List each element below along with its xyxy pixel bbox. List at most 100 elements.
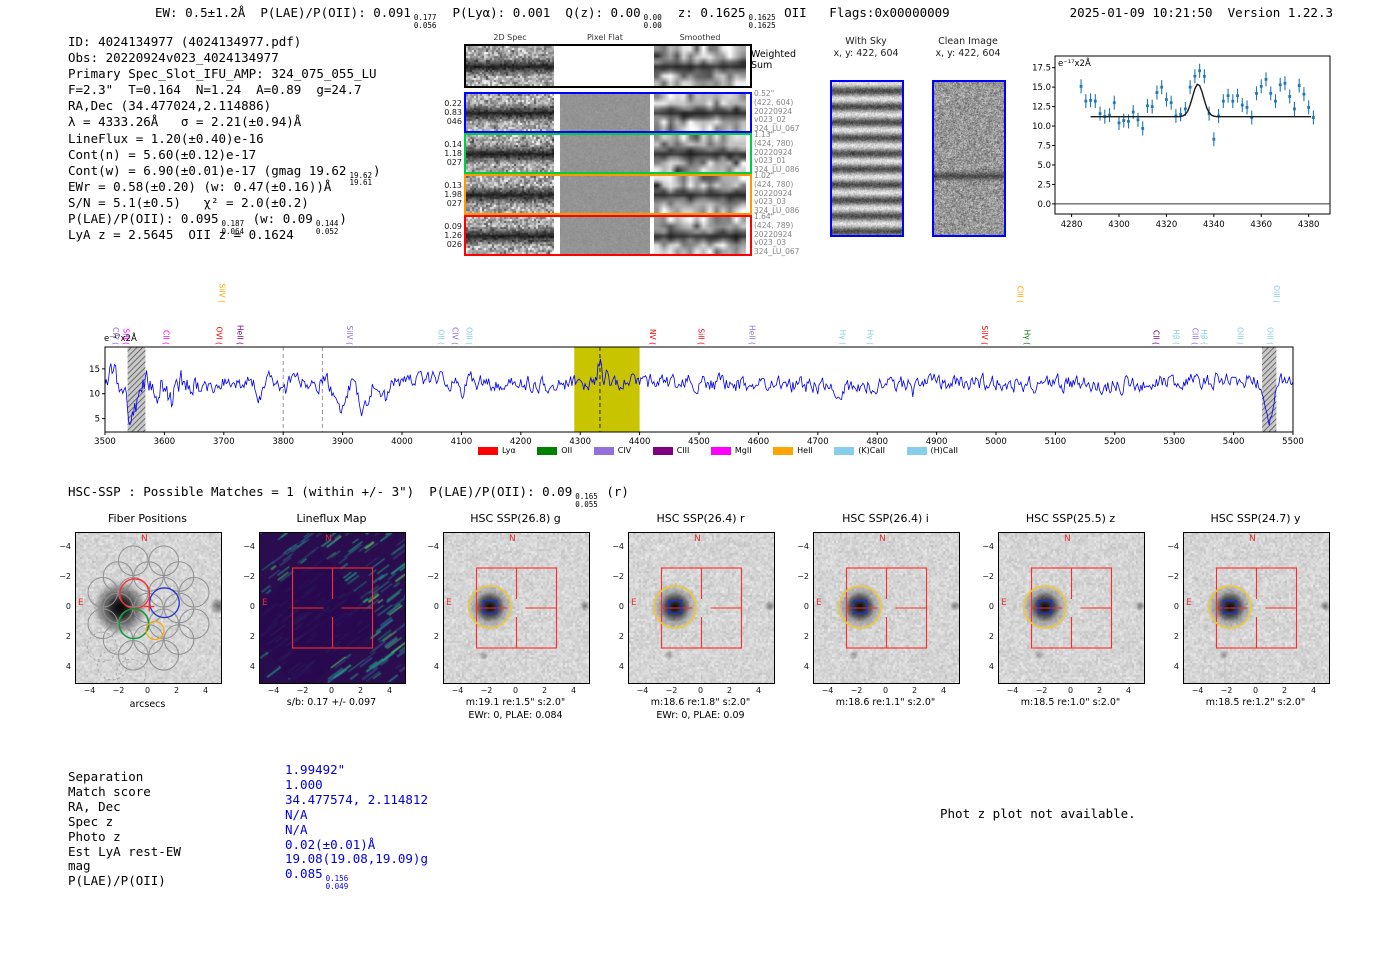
legend-swatch	[478, 446, 498, 455]
sky-panel-coords: x, y: 422, 604	[935, 48, 1001, 59]
legend-swatch	[652, 446, 673, 455]
match-row-value: 1.000	[285, 777, 428, 793]
cutout-image	[998, 532, 1145, 684]
cutout-image	[813, 532, 960, 684]
cutout-ytick: −4	[1167, 542, 1179, 551]
cutout-panel-fiber: Fiber Positions N E −4 −4 −2 −2 0 0 2 2 4 4 arcsecs	[43, 510, 252, 725]
fiber-id-labels: 0.52" (422, 604) 20220924 v023_02 324_LU_067	[754, 89, 799, 134]
data-point	[1098, 112, 1102, 115]
fiber-circle	[117, 639, 149, 671]
cutout-xtick: −2	[665, 686, 678, 695]
compass-north-label: N	[141, 534, 148, 544]
fiber-id-line: (424, 780)	[754, 179, 794, 189]
compass-north-label: N	[694, 534, 701, 544]
data-point	[1198, 69, 1202, 73]
cutout-xtick: 4	[570, 686, 577, 695]
uncertainty-stack: 0.00 0.00	[644, 14, 662, 29]
text-segment: LyA z = 2.5645 OII z = 0.1624	[68, 227, 294, 243]
fiber-weight-value: 1.18	[444, 149, 462, 158]
fiber-circle	[148, 639, 180, 671]
uncertainty-lo: 0.00	[643, 20, 662, 30]
cutout-ytick: 2	[1173, 632, 1179, 641]
spectrum-xtick: 3900	[332, 437, 354, 447]
main-spectrum-plot: 5 10 15 3500 3600 3700 3800 3900 4000 4100 4200 430…	[89, 346, 1304, 447]
legend-item: MgII	[710, 446, 752, 455]
spectral-line-label: OVI (	[214, 326, 224, 345]
match-row-value: 0.02(±0.01)Å	[285, 836, 428, 853]
smoothed-image	[654, 135, 746, 172]
text-segment: ID: 4024134977 (4024134977.pdf)	[68, 34, 302, 49]
match-row-value: 1.99492"	[285, 762, 428, 778]
fiber-circle-dashed	[86, 631, 118, 663]
match-row-label: Match score	[68, 783, 151, 799]
compass-east-label: E	[262, 598, 268, 608]
text-segment: Cont(n) = 5.60(±0.12)e-17	[68, 146, 257, 162]
spectrum-xtick: 4300	[569, 437, 591, 447]
fiber-weight-value: 027	[446, 199, 462, 208]
spectral-line-label: SiII (	[121, 328, 131, 345]
aperture-circle	[1208, 585, 1252, 629]
text-segment: (w: 0.09	[245, 211, 313, 227]
data-point	[1136, 118, 1140, 122]
spectrum-xtick: 4600	[748, 437, 770, 447]
cutout-sublabel-2: EWr: 0, PLAE: 0.084	[468, 710, 563, 721]
cutout-ytick: 0	[618, 602, 624, 611]
fiber-id-labels: 1.64" (424, 789) 20220924 v023_03 324_LU_067	[754, 212, 800, 257]
cutout-xtick: 2	[357, 686, 364, 695]
data-point	[1255, 91, 1258, 95]
fiber-2d-row	[464, 174, 752, 215]
zoom-ytick: 0.0	[1037, 200, 1051, 210]
cutout-xtick: 4	[386, 686, 393, 695]
cutout-title: Lineflux Map	[296, 512, 367, 525]
masked-band	[127, 347, 146, 432]
spectrum-xtick: 4500	[688, 437, 710, 447]
fiber-circle	[163, 561, 195, 592]
cutout-ytick: −2	[612, 572, 624, 581]
data-point	[1264, 77, 1268, 81]
cutout-xtick: 2	[726, 686, 733, 695]
2d-spec-image	[466, 217, 554, 254]
text-segment: 0.02(±0.01)Å	[285, 836, 376, 852]
report-timestamp: 2025-01-09 10:21:50	[1069, 5, 1213, 20]
fiber-circle-dashed	[96, 649, 128, 681]
spectral-line-label: CII (	[161, 330, 171, 345]
header-space	[1213, 5, 1228, 20]
catalog-position-square	[1222, 599, 1238, 615]
pixel-flat-image	[560, 135, 650, 172]
cutout-xtick: 0	[328, 686, 335, 695]
fiber-weight-value: 027	[446, 158, 462, 167]
cutout-xtick: 0	[512, 686, 519, 695]
spectrum-xtick: 4400	[629, 437, 651, 447]
fiber-id-line: 324_LU_086	[754, 206, 800, 216]
spectrum-xtick: 4700	[807, 437, 829, 447]
fiber-id-line: v023_01	[754, 156, 787, 166]
spectral-line-label: SiIV (	[217, 283, 227, 304]
cutout-xtick: −2	[850, 686, 863, 695]
spectral-line-label: OIII (	[1271, 285, 1281, 303]
smoothed-image	[654, 176, 746, 213]
cutout-panel-hsc: HSC SSP(26.8) g N E −4 −4 −2 −2 0 0 2 2 4 4 m:19.1 re…	[411, 510, 620, 725]
text-segment: (r)	[598, 484, 629, 499]
fiber-id-line: 324_LU_067	[754, 247, 800, 257]
cutout-ytick: −4	[982, 542, 994, 551]
uncertainty-hi: 0.00	[643, 13, 662, 22]
data-point	[1226, 94, 1230, 98]
spectral-line-label: SiIV (	[980, 325, 990, 346]
cutout-xtick: −2	[1220, 686, 1233, 695]
data-point	[1193, 74, 1197, 78]
data-point	[1297, 84, 1301, 87]
spectral-line-label: Hγ (	[865, 329, 875, 345]
fiber-circle	[87, 608, 119, 640]
cutout-sublabel-1: m:18.5 re:1.2" s:2.0"	[1205, 697, 1306, 708]
compass-north-label: N	[325, 534, 332, 544]
fiber-id-line: (424, 789)	[754, 220, 794, 230]
text-segment: EW: 0.5±1.2Å P(LAE)/P(OII): 0.091	[155, 5, 411, 20]
info-line: RA,Dec (34.477024,2.114886)	[68, 98, 381, 114]
cutout-image	[628, 532, 775, 684]
cutout-title: HSC SSP(26.4) r	[656, 512, 745, 525]
data-point	[1122, 119, 1126, 123]
data-point	[1302, 92, 1306, 96]
legend-swatch	[710, 446, 731, 455]
uncertainty-lo: 19.61	[349, 178, 373, 188]
gaussian-fit-line	[1090, 83, 1311, 118]
